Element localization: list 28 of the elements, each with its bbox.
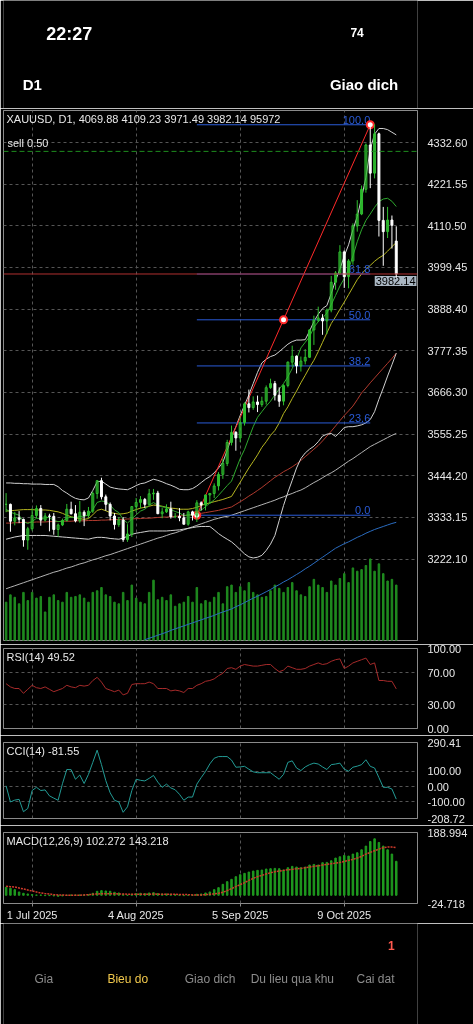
text: 74: [350, 26, 365, 40]
x-tick-label: 1 Jul 2025: [6, 908, 58, 921]
chart-title: MACD(12,26,9) 102.272 143.218: [6, 834, 169, 847]
y-tick-label: 100.00: [427, 765, 462, 778]
y-tick-label: -24.718: [427, 897, 465, 910]
y-tick-label: -208.72: [427, 812, 465, 825]
text: Gia: [34, 971, 54, 986]
chart-title: RSI(14) 49.52: [6, 650, 75, 663]
text: 1: [387, 939, 395, 953]
y-tick-label: 0.00: [427, 780, 449, 793]
y-tick-label: 0.00: [427, 722, 449, 735]
y-tick-label: 188.994: [427, 826, 468, 839]
text: Giao dich: [329, 76, 399, 93]
text: Cai dat: [356, 971, 396, 986]
y-tick-label: 30.00: [427, 698, 456, 711]
y-tick-label: 100.00: [427, 642, 462, 655]
y-tick-label: -100.00: [427, 795, 465, 808]
chart-title: CCI(14) -81.55: [6, 744, 80, 757]
text: D1: [22, 76, 42, 93]
text: Du lieu qua khu: [250, 971, 335, 986]
y-tick-label: 70.00: [427, 666, 456, 679]
y-tick-label: 290.41: [427, 736, 462, 749]
x-tick-label: 5 Sep 2025: [212, 908, 269, 921]
x-tick-label: 9 Oct 2025: [317, 908, 372, 921]
text: 22:27: [46, 23, 93, 44]
x-tick-label: 4 Aug 2025: [108, 908, 164, 921]
text: Giao dich: [184, 971, 236, 986]
text: Bieu do: [107, 971, 149, 986]
